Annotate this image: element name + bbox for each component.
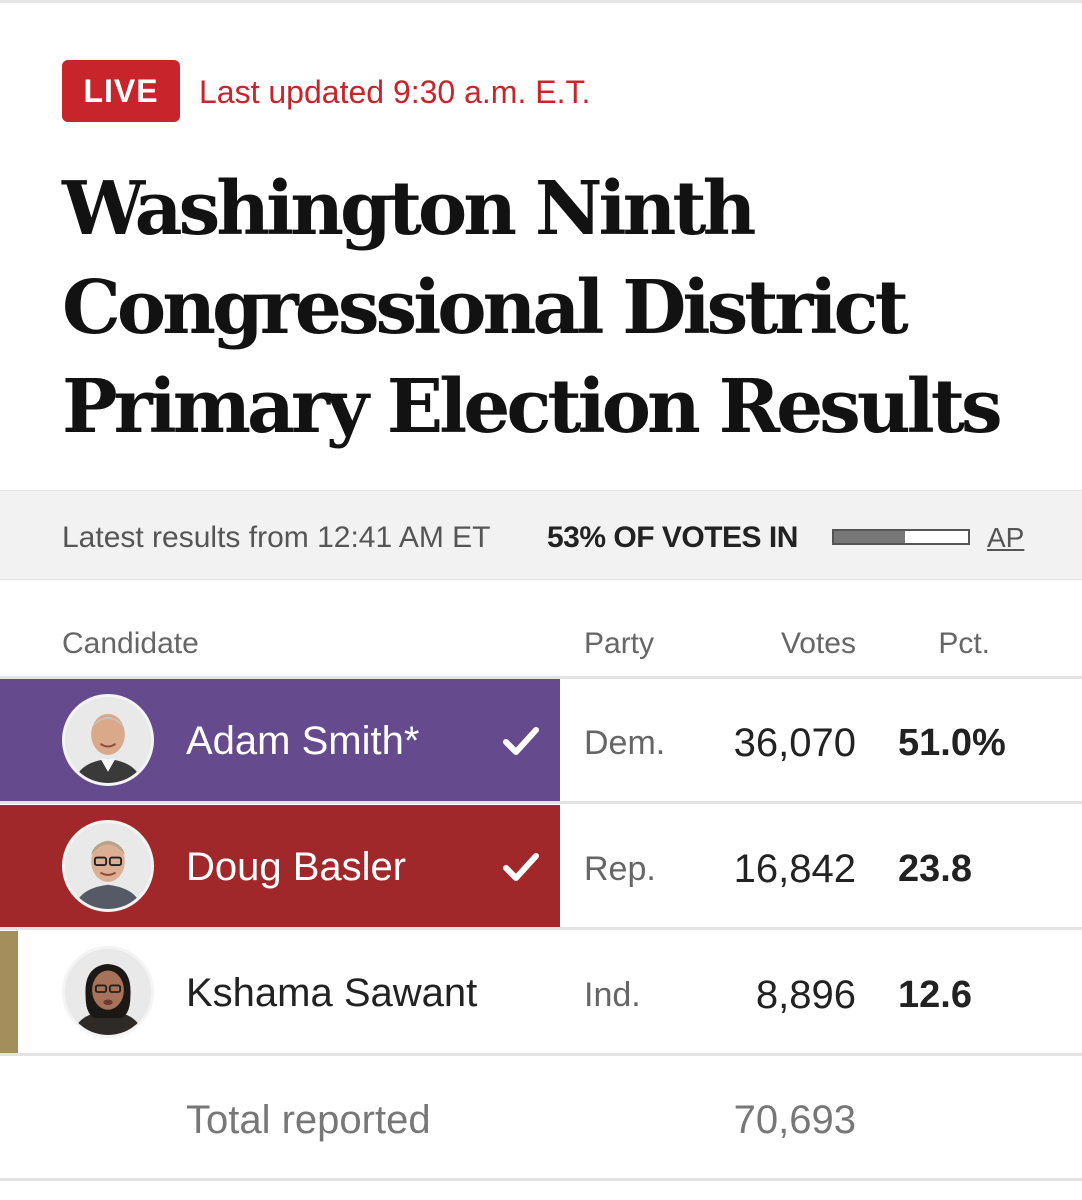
candidate-votes: 16,842 xyxy=(733,847,856,891)
candidate-party: Rep. xyxy=(584,850,656,888)
row-divider xyxy=(0,927,1082,930)
candidate-pct: 12.6 xyxy=(898,974,972,1016)
candidate-votes: 36,070 xyxy=(733,721,856,765)
votes-in-label: 53% OF VOTES IN xyxy=(547,521,798,554)
party-color-stripe xyxy=(0,931,18,1053)
table-row: Adam Smith* Dem. 36,070 51.0% xyxy=(0,679,1082,801)
row-divider xyxy=(0,801,1082,804)
candidate-name: Kshama Sawant xyxy=(186,971,478,1015)
live-badge: LIVE xyxy=(62,60,180,122)
ap-source-link[interactable]: AP xyxy=(987,522,1025,553)
checkmark-icon xyxy=(503,853,539,881)
column-header-votes: Votes xyxy=(780,627,856,660)
candidate-cell: Adam Smith* xyxy=(0,679,560,801)
last-updated-text: Last updated 9:30 a.m. E.T. xyxy=(199,74,591,110)
candidate-name: Adam Smith* xyxy=(186,719,420,763)
candidate-pct: 51.0% xyxy=(898,722,1006,764)
candidate-photo xyxy=(62,946,154,1038)
bottom-divider xyxy=(0,1178,1082,1181)
title-line-2: Congressional District xyxy=(62,265,909,351)
top-divider xyxy=(0,0,1082,3)
votes-in-progress-bar xyxy=(832,529,970,545)
candidate-votes: 8,896 xyxy=(755,973,856,1017)
column-header-party: Party xyxy=(584,627,655,660)
candidate-name: Doug Basler xyxy=(186,845,407,889)
page-title: Washington Ninth Congressional District … xyxy=(62,160,1052,457)
column-header-candidate: Candidate xyxy=(62,627,199,660)
candidate-cell: Doug Basler xyxy=(0,805,560,927)
candidate-party: Dem. xyxy=(584,724,666,762)
table-row: Kshama Sawant Ind. 8,896 12.6 xyxy=(0,931,1082,1053)
votes-in-progress-fill xyxy=(834,531,906,543)
latest-results-text: Latest results from 12:41 AM ET xyxy=(62,521,491,554)
title-line-1: Washington Ninth xyxy=(62,166,756,252)
results-status-bar: Latest results from 12:41 AM ET 53% OF V… xyxy=(0,490,1082,580)
column-header-pct: Pct. xyxy=(938,627,990,660)
total-reported-votes: 70,693 xyxy=(733,1098,856,1142)
candidate-pct: 23.8 xyxy=(898,848,972,890)
total-reported-label: Total reported xyxy=(186,1098,431,1142)
candidate-photo xyxy=(62,694,154,786)
checkmark-icon xyxy=(503,727,539,755)
candidate-photo xyxy=(62,820,154,912)
table-row: Doug Basler Rep. 16,842 23.8 xyxy=(0,805,1082,927)
candidate-party: Ind. xyxy=(584,976,641,1014)
title-line-3: Primary Election Results xyxy=(62,364,1003,450)
row-divider xyxy=(0,1053,1082,1056)
header-divider xyxy=(0,676,1082,679)
